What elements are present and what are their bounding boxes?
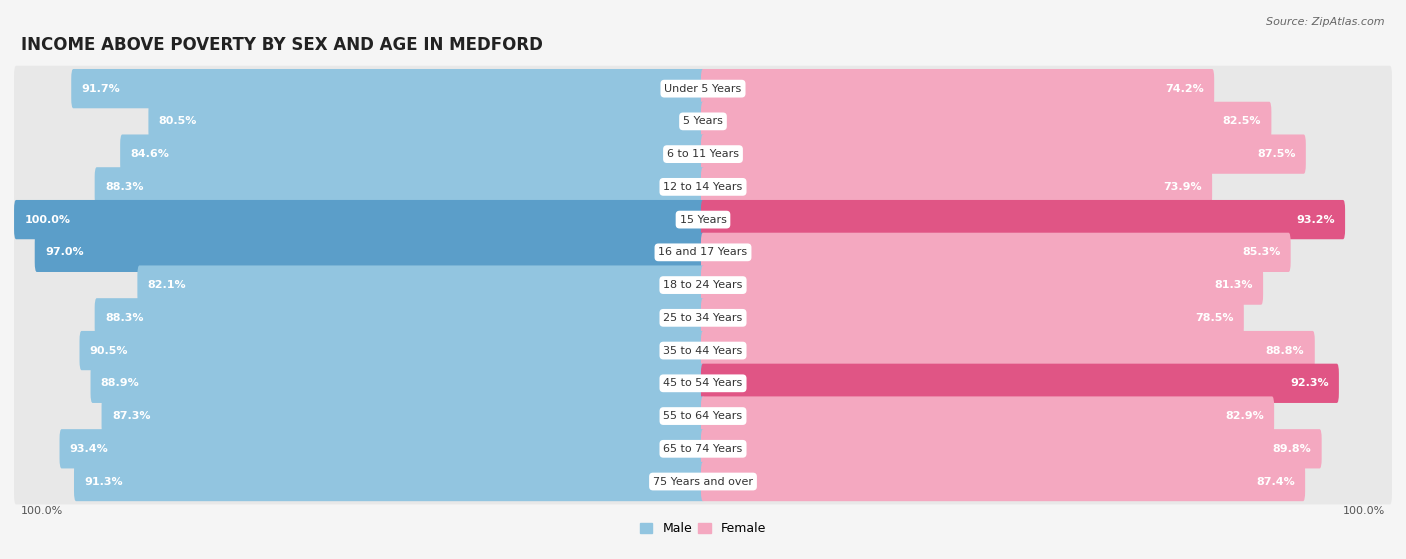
Text: 92.3%: 92.3%: [1289, 378, 1329, 389]
Text: 5 Years: 5 Years: [683, 116, 723, 126]
FancyBboxPatch shape: [702, 69, 1215, 108]
Text: 15 Years: 15 Years: [679, 215, 727, 225]
FancyBboxPatch shape: [14, 200, 704, 239]
FancyBboxPatch shape: [702, 266, 1263, 305]
Text: 88.3%: 88.3%: [105, 313, 143, 323]
Text: 78.5%: 78.5%: [1195, 313, 1233, 323]
FancyBboxPatch shape: [14, 66, 1392, 112]
Text: 85.3%: 85.3%: [1241, 247, 1281, 257]
FancyBboxPatch shape: [75, 462, 704, 501]
Text: 88.3%: 88.3%: [105, 182, 143, 192]
Text: 88.8%: 88.8%: [1265, 345, 1305, 356]
FancyBboxPatch shape: [14, 295, 1392, 341]
FancyBboxPatch shape: [14, 229, 1392, 275]
Text: 35 to 44 Years: 35 to 44 Years: [664, 345, 742, 356]
Text: 93.2%: 93.2%: [1296, 215, 1334, 225]
FancyBboxPatch shape: [702, 200, 1346, 239]
Text: 82.5%: 82.5%: [1223, 116, 1261, 126]
FancyBboxPatch shape: [59, 429, 704, 468]
Text: 81.3%: 81.3%: [1215, 280, 1253, 290]
Text: 100.0%: 100.0%: [21, 506, 63, 516]
FancyBboxPatch shape: [14, 262, 1392, 308]
FancyBboxPatch shape: [702, 298, 1244, 338]
FancyBboxPatch shape: [702, 396, 1274, 435]
Text: 12 to 14 Years: 12 to 14 Years: [664, 182, 742, 192]
Text: 65 to 74 Years: 65 to 74 Years: [664, 444, 742, 454]
Text: 90.5%: 90.5%: [90, 345, 128, 356]
FancyBboxPatch shape: [14, 197, 1392, 243]
Text: 25 to 34 Years: 25 to 34 Years: [664, 313, 742, 323]
FancyBboxPatch shape: [14, 361, 1392, 406]
Text: 97.0%: 97.0%: [45, 247, 84, 257]
Text: 75 Years and over: 75 Years and over: [652, 476, 754, 486]
FancyBboxPatch shape: [14, 458, 1392, 504]
Text: 87.5%: 87.5%: [1257, 149, 1295, 159]
FancyBboxPatch shape: [120, 135, 704, 174]
Text: 84.6%: 84.6%: [131, 149, 169, 159]
FancyBboxPatch shape: [72, 69, 704, 108]
FancyBboxPatch shape: [702, 331, 1315, 370]
FancyBboxPatch shape: [702, 364, 1339, 403]
Text: 93.4%: 93.4%: [70, 444, 108, 454]
Text: 55 to 64 Years: 55 to 64 Years: [664, 411, 742, 421]
Text: Under 5 Years: Under 5 Years: [665, 84, 741, 94]
FancyBboxPatch shape: [14, 328, 1392, 373]
FancyBboxPatch shape: [702, 167, 1212, 206]
FancyBboxPatch shape: [80, 331, 704, 370]
FancyBboxPatch shape: [14, 164, 1392, 210]
Text: 87.4%: 87.4%: [1256, 476, 1295, 486]
FancyBboxPatch shape: [14, 131, 1392, 177]
FancyBboxPatch shape: [35, 233, 704, 272]
Text: 88.9%: 88.9%: [101, 378, 139, 389]
FancyBboxPatch shape: [94, 167, 704, 206]
Text: 6 to 11 Years: 6 to 11 Years: [666, 149, 740, 159]
FancyBboxPatch shape: [94, 298, 704, 338]
Text: 87.3%: 87.3%: [112, 411, 150, 421]
FancyBboxPatch shape: [101, 396, 704, 435]
Text: 73.9%: 73.9%: [1163, 182, 1202, 192]
Text: 82.1%: 82.1%: [148, 280, 187, 290]
Text: INCOME ABOVE POVERTY BY SEX AND AGE IN MEDFORD: INCOME ABOVE POVERTY BY SEX AND AGE IN M…: [21, 36, 543, 54]
FancyBboxPatch shape: [702, 233, 1291, 272]
Legend: Male, Female: Male, Female: [636, 517, 770, 540]
Text: 74.2%: 74.2%: [1166, 84, 1204, 94]
Text: 16 and 17 Years: 16 and 17 Years: [658, 247, 748, 257]
Text: 100.0%: 100.0%: [1343, 506, 1385, 516]
Text: 18 to 24 Years: 18 to 24 Years: [664, 280, 742, 290]
FancyBboxPatch shape: [90, 364, 704, 403]
FancyBboxPatch shape: [14, 426, 1392, 472]
Text: 91.3%: 91.3%: [84, 476, 122, 486]
Text: Source: ZipAtlas.com: Source: ZipAtlas.com: [1267, 17, 1385, 27]
FancyBboxPatch shape: [138, 266, 704, 305]
FancyBboxPatch shape: [14, 393, 1392, 439]
Text: 91.7%: 91.7%: [82, 84, 121, 94]
Text: 45 to 54 Years: 45 to 54 Years: [664, 378, 742, 389]
Text: 80.5%: 80.5%: [159, 116, 197, 126]
Text: 100.0%: 100.0%: [24, 215, 70, 225]
Text: 89.8%: 89.8%: [1272, 444, 1312, 454]
Text: 82.9%: 82.9%: [1225, 411, 1264, 421]
FancyBboxPatch shape: [702, 462, 1305, 501]
FancyBboxPatch shape: [702, 102, 1271, 141]
FancyBboxPatch shape: [14, 98, 1392, 144]
FancyBboxPatch shape: [702, 135, 1306, 174]
FancyBboxPatch shape: [702, 429, 1322, 468]
FancyBboxPatch shape: [149, 102, 704, 141]
